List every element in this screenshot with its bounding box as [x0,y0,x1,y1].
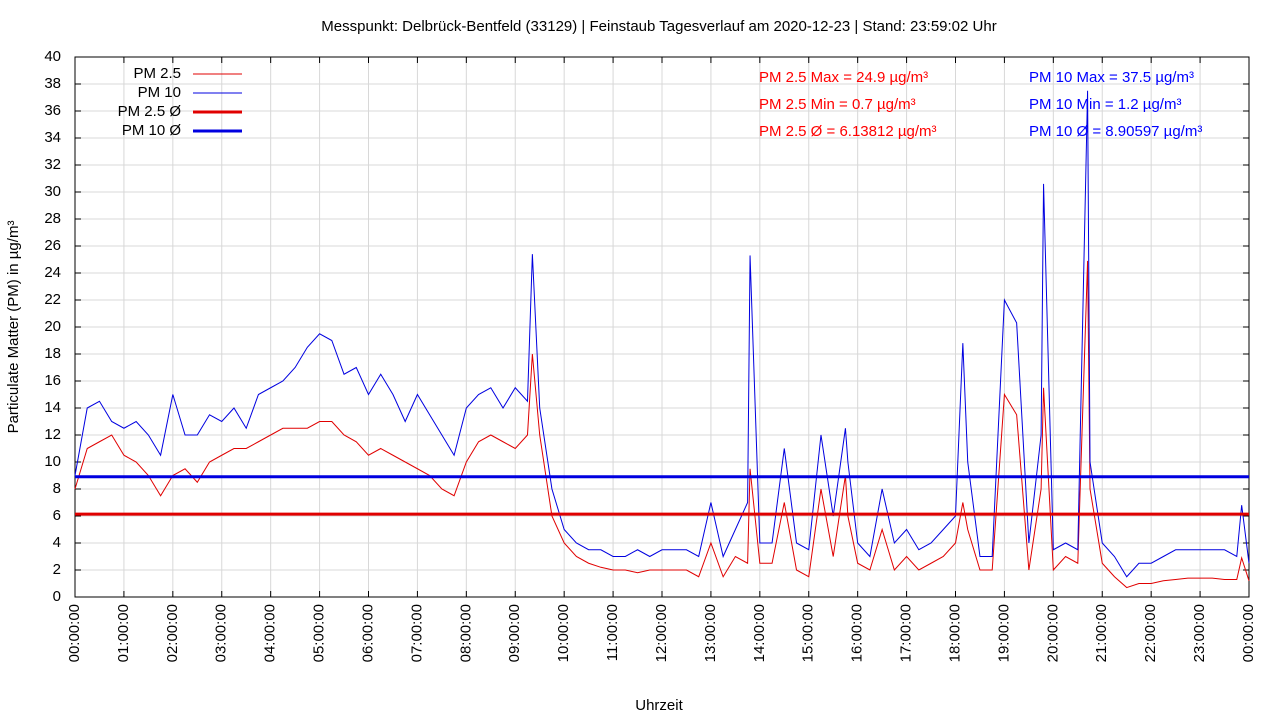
y-tick-label: 6 [53,507,61,524]
y-tick-label: 12 [44,426,61,443]
plot-frame [74,56,1250,598]
y-axis-label: Particulate Matter (PM) in µg/m³ [5,221,22,434]
x-tick-label: 22:00:00 [1142,604,1159,662]
y-tick-label: 4 [53,534,61,551]
x-tick-label: 01:00:00 [115,604,132,662]
x-tick-label: 09:00:00 [506,604,523,662]
x-tick-label: 12:00:00 [653,604,670,662]
x-tick-label: 13:00:00 [702,604,719,662]
annotation: PM 10 Max = 37.5 µg/m³ [1029,69,1194,86]
x-tick-label: 23:00:00 [1191,604,1208,662]
y-tick-label: 32 [44,156,61,173]
x-tick-label: 19:00:00 [995,604,1012,662]
x-tick-label: 11:00:00 [604,604,621,661]
x-tick-label: 16:00:00 [849,604,866,662]
x-tick-label: 15:00:00 [800,604,817,662]
y-tick-label: 38 [44,75,61,92]
annotation: PM 10 Ø = 8.90597 µg/m³ [1029,123,1202,140]
x-tick-label: 20:00:00 [1044,604,1061,662]
y-tick-label: 28 [44,210,61,227]
x-tick-label: 08:00:00 [457,604,474,662]
x-tick-label: 02:00:00 [164,604,181,662]
legend-label: PM 10 [138,84,181,101]
y-tick-label: 24 [44,264,61,281]
x-tick-label: 06:00:00 [359,604,376,662]
legend-label: PM 2.5 Ø [118,103,182,120]
x-tick-label: 10:00:00 [555,604,572,662]
y-tick-label: 40 [44,48,61,65]
x-tick-label: 00:00:00 [1240,604,1257,662]
x-tick-label: 21:00:00 [1093,604,1110,662]
y-tick-label: 10 [44,453,61,470]
annotation: PM 2.5 Max = 24.9 µg/m³ [759,69,928,86]
legend-label: PM 2.5 [133,65,181,82]
x-tick-label: 00:00:00 [66,604,83,662]
legend-label: PM 10 Ø [122,122,182,139]
y-tick-label: 8 [53,480,61,497]
x-axis-label: Uhrzeit [635,697,683,714]
x-tick-label: 14:00:00 [751,604,768,662]
x-tick-label: 05:00:00 [311,604,328,662]
y-tick-label: 26 [44,237,61,254]
y-tick-label: 2 [53,561,61,578]
y-tick-label: 14 [44,399,61,416]
y-tick-label: 34 [44,129,61,146]
series-line [74,260,1250,589]
y-tick-label: 16 [44,372,61,389]
annotation: PM 10 Min = 1.2 µg/m³ [1029,96,1181,113]
x-tick-label: 18:00:00 [946,604,963,662]
x-tick-label: 07:00:00 [408,604,425,662]
y-tick-label: 36 [44,102,61,119]
annotation: PM 2.5 Min = 0.7 µg/m³ [759,96,916,113]
y-tick-label: 22 [44,291,61,308]
y-tick-label: 20 [44,318,61,335]
x-tick-label: 17:00:00 [898,604,915,662]
y-tick-label: 0 [53,588,61,605]
series-line [74,90,1250,578]
y-tick-label: 18 [44,345,61,362]
chart-title: Messpunkt: Delbrück-Bentfeld (33129) | F… [321,18,996,35]
x-tick-label: 04:00:00 [262,604,279,662]
annotation: PM 2.5 Ø = 6.13812 µg/m³ [759,123,936,140]
x-tick-label: 03:00:00 [213,604,230,662]
y-tick-label: 30 [44,183,61,200]
